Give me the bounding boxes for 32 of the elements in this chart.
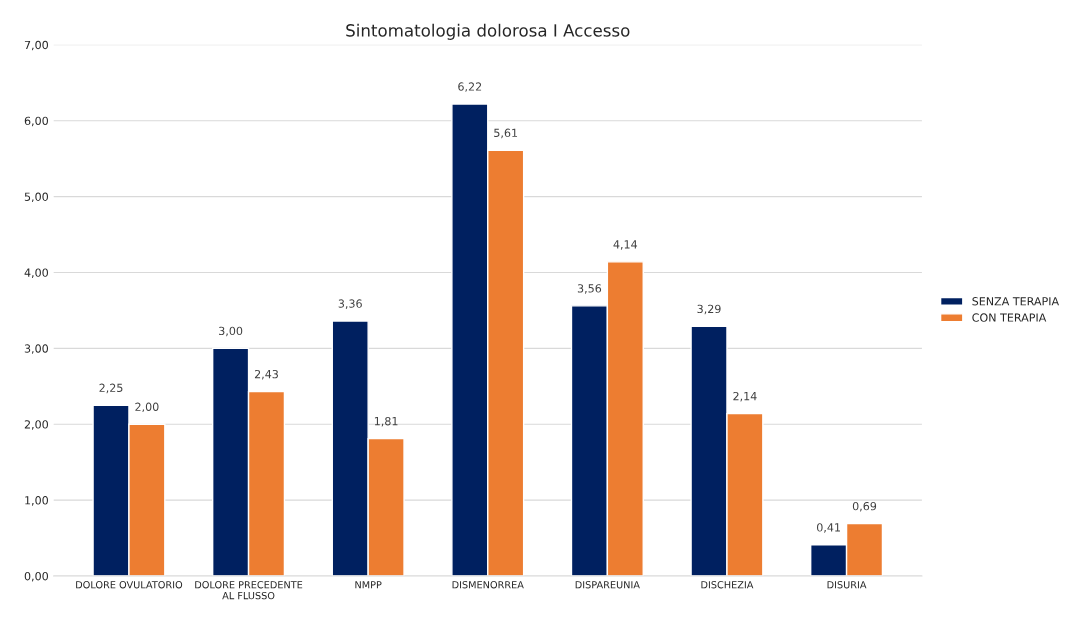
data-label: 5,61 [494,128,518,139]
data-label: 6,22 [458,82,482,92]
x-tick-label: DISCHEZIA [701,581,754,589]
data-label: 2,43 [254,369,278,380]
chart-title: Sintomatologia dolorosa I Accesso [346,23,630,40]
data-label: 0,69 [852,501,877,512]
data-label: 3,36 [338,299,362,309]
data-label: 3,00 [219,326,243,337]
y-tick-label: 7,00 [24,40,48,51]
y-tick-label: 3,00 [24,344,48,354]
data-label: 3,29 [697,304,721,315]
x-tick-label: DISPAREUNIA [575,581,640,589]
x-tick-label: NMPP [355,581,382,589]
y-tick-label: 4,00 [24,268,48,278]
x-tick-label: DISURIA [827,581,867,589]
y-tick-label: 2,00 [24,420,48,430]
x-tick-label: DISMENORREA [452,581,524,589]
data-label: 2,14 [733,391,757,402]
data-label: 3,56 [577,284,602,294]
y-tick-label: 6,00 [24,116,48,127]
y-tick-label: 5,00 [24,192,48,203]
legend-label: CON TERAPIA [972,313,1047,322]
data-label: 0,41 [816,523,840,533]
legend-label: SENZA TERAPIA [972,297,1060,306]
y-tick-label: 1,00 [25,496,48,506]
data-label: 2,25 [99,383,123,394]
x-tick-label: DOLORE PRECEDENTE AL FLUSSO [195,581,303,600]
y-tick-label: 0,00 [24,571,48,582]
data-label: 1,81 [374,416,398,427]
data-label: 2,00 [135,402,159,413]
x-tick-label: DOLORE OVULATORIO [76,581,183,589]
data-label: 4,14 [613,240,638,250]
